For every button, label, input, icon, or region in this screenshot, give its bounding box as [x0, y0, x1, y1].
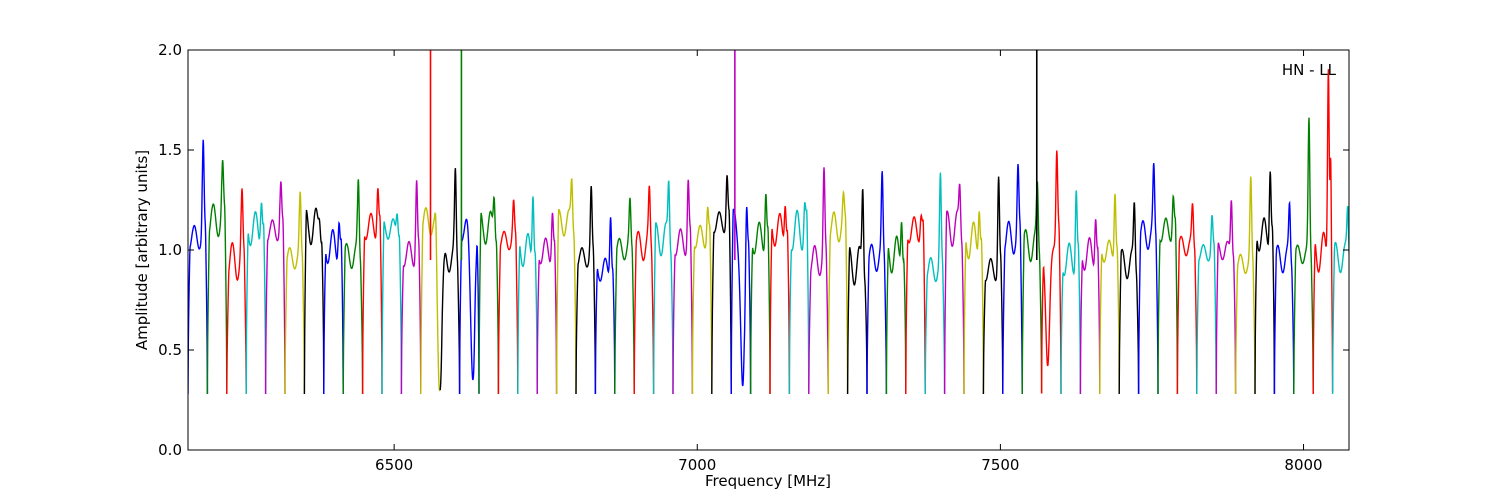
series-line: [1137, 163, 1159, 395]
y-axis-label: Amplitude [arbitrary units]: [133, 150, 151, 350]
series-line: [943, 183, 965, 395]
series-line: [885, 222, 907, 395]
series-line: [788, 202, 810, 395]
series-line: [400, 180, 422, 395]
series-line: [633, 185, 655, 395]
series-line: [711, 175, 732, 395]
series-line: [478, 195, 500, 395]
series-line: [1176, 203, 1198, 395]
series-line: [439, 168, 461, 395]
series-line: [206, 160, 228, 395]
x-tick-label: 6500: [375, 456, 413, 474]
series-line: [924, 172, 946, 395]
series-line: [1002, 164, 1023, 395]
series-line: [594, 217, 616, 395]
series-line: [1196, 215, 1217, 395]
series-line: [497, 199, 519, 395]
series-line: [1021, 181, 1043, 395]
series-layer: [188, 69, 1349, 395]
x-tick-label: 8000: [1284, 456, 1322, 474]
series-line: [963, 211, 985, 395]
x-tick-label: 7000: [678, 456, 716, 474]
y-tick-label: 0.5: [158, 341, 182, 359]
series-line: [458, 218, 480, 395]
series-line: [517, 196, 538, 395]
annotation-label: HN - LL: [1282, 61, 1337, 79]
series-line: [1099, 193, 1120, 395]
series-line: [866, 171, 888, 395]
series-line: [672, 179, 694, 395]
series-line: [1215, 200, 1237, 395]
series-line: [1118, 202, 1140, 395]
y-tick-label: 1.5: [158, 141, 182, 159]
series-line: [1273, 200, 1295, 395]
y-tick-label: 2.0: [158, 41, 182, 59]
series-line: [1312, 69, 1334, 395]
series-line: [1254, 171, 1276, 395]
series-line: [245, 202, 267, 395]
series-line: [827, 189, 849, 395]
x-axis-label: Frequency [MHz]: [705, 472, 831, 490]
series-line: [342, 179, 364, 395]
series-line: [1293, 117, 1314, 395]
series-line: [769, 206, 791, 395]
y-tick-label: 1.0: [158, 241, 182, 259]
y-tick-label: 0.0: [158, 441, 182, 459]
series-line: [1040, 150, 1062, 395]
y-ticks: 0.0 0.5 1.0 1.5 2.0: [158, 41, 1349, 459]
series-line: [846, 189, 868, 395]
series-line: [1060, 190, 1082, 395]
spike-layer: [429, 50, 1038, 260]
series-line: [1234, 176, 1256, 395]
series-line: [652, 180, 674, 395]
series-line: [226, 188, 247, 395]
series-line: [264, 181, 286, 395]
series-line: [536, 212, 558, 395]
series-line: [555, 178, 577, 395]
series-line: [575, 185, 597, 395]
series-line: [808, 167, 829, 395]
series-line: [905, 212, 926, 395]
series-line: [188, 139, 209, 395]
series-line: [284, 191, 306, 395]
series-line: [1079, 219, 1101, 395]
series-line: [614, 197, 635, 395]
series-line: [361, 188, 383, 395]
series-line: [691, 206, 713, 395]
series-line: [982, 176, 1004, 395]
series-line: [749, 193, 771, 395]
series-line: [1157, 194, 1179, 395]
series-line: [303, 207, 325, 395]
series-line: [323, 220, 344, 395]
series-line: [381, 213, 403, 395]
x-ticks: 6500 7000 7500 8000: [375, 50, 1323, 474]
x-tick-label: 7500: [981, 456, 1019, 474]
